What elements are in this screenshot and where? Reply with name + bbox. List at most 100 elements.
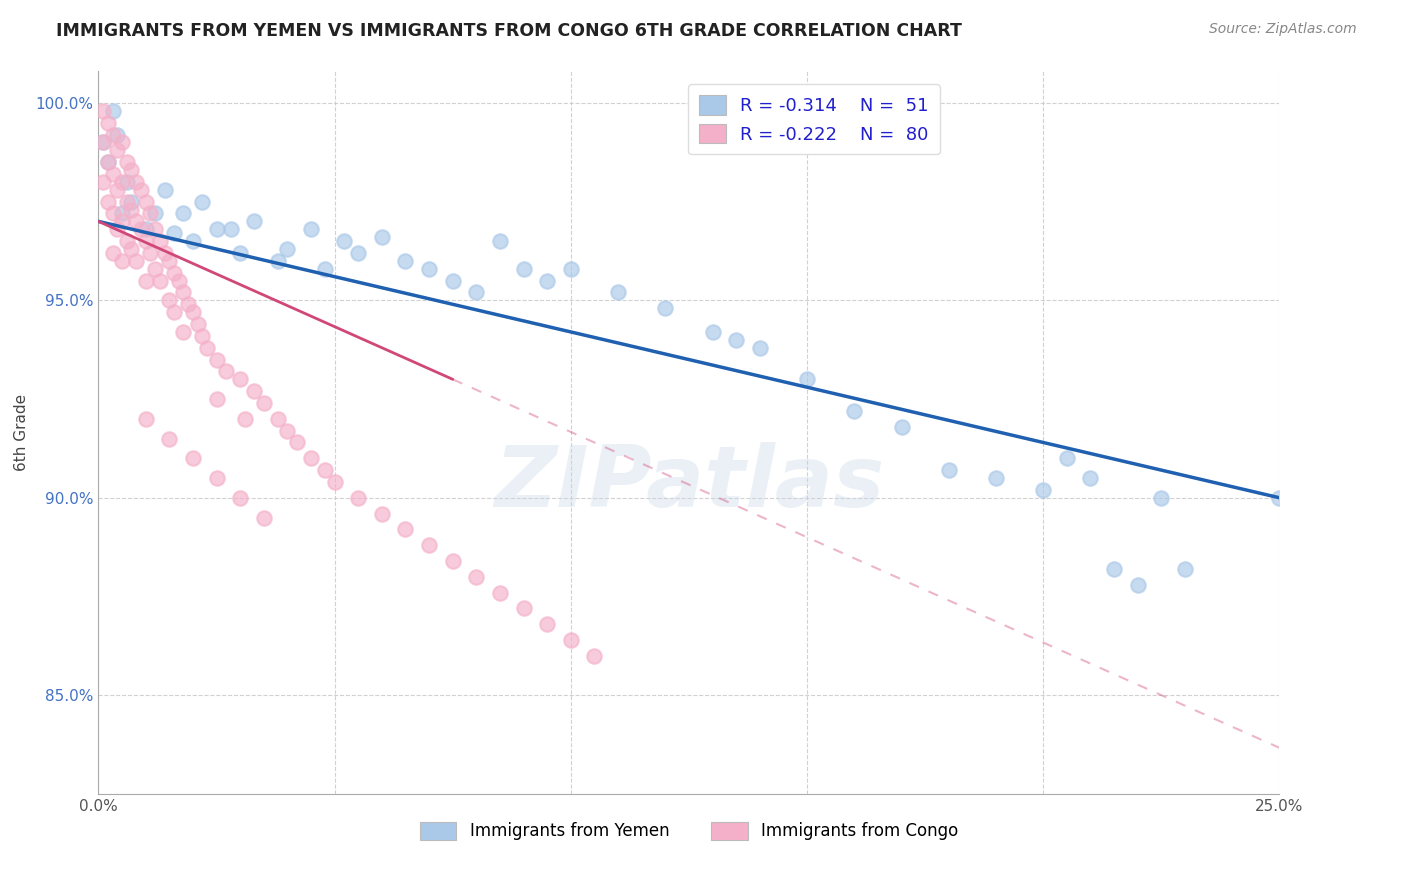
Point	[243, 384, 266, 399]
Point	[314, 261, 336, 276]
Point	[91, 136, 114, 150]
Point	[111, 175, 134, 189]
Point	[654, 301, 676, 316]
Point	[299, 451, 322, 466]
Point	[229, 246, 252, 260]
Text: Source: ZipAtlas.com: Source: ZipAtlas.com	[1209, 22, 1357, 37]
Point	[135, 222, 157, 236]
Legend: Immigrants from Yemen, Immigrants from Congo: Immigrants from Yemen, Immigrants from C…	[413, 815, 965, 847]
Point	[105, 128, 128, 142]
Point	[111, 253, 134, 268]
Point	[607, 285, 630, 300]
Point	[143, 222, 166, 236]
Point	[91, 175, 114, 189]
Point	[101, 246, 124, 260]
Point	[187, 317, 209, 331]
Point	[149, 234, 172, 248]
Point	[285, 435, 308, 450]
Point	[371, 507, 394, 521]
Point	[139, 246, 162, 260]
Point	[276, 424, 298, 438]
Point	[1174, 562, 1197, 576]
Point	[121, 194, 143, 209]
Point	[163, 226, 186, 240]
Point	[135, 412, 157, 426]
Point	[115, 175, 138, 189]
Point	[111, 214, 134, 228]
Point	[101, 206, 124, 220]
Point	[101, 128, 124, 142]
Point	[177, 297, 200, 311]
Point	[512, 601, 534, 615]
Point	[890, 419, 912, 434]
Point	[267, 253, 290, 268]
Point	[125, 214, 148, 228]
Point	[105, 144, 128, 158]
Point	[97, 155, 120, 169]
Point	[796, 372, 818, 386]
Point	[347, 246, 370, 260]
Point	[1056, 451, 1078, 466]
Point	[129, 222, 152, 236]
Point	[135, 234, 157, 248]
Point	[253, 396, 276, 410]
Point	[181, 305, 204, 319]
Point	[938, 463, 960, 477]
Point	[111, 136, 134, 150]
Point	[105, 183, 128, 197]
Point	[984, 471, 1007, 485]
Point	[135, 274, 157, 288]
Point	[101, 167, 124, 181]
Point	[418, 261, 440, 276]
Point	[163, 266, 186, 280]
Point	[536, 617, 558, 632]
Point	[560, 632, 582, 647]
Point	[441, 554, 464, 568]
Point	[167, 274, 190, 288]
Point	[157, 293, 180, 308]
Point	[465, 570, 488, 584]
Point	[121, 202, 143, 217]
Point	[129, 183, 152, 197]
Point	[299, 222, 322, 236]
Point	[489, 234, 512, 248]
Point	[219, 222, 242, 236]
Point	[1102, 562, 1125, 576]
Point	[441, 274, 464, 288]
Point	[276, 242, 298, 256]
Point	[215, 364, 238, 378]
Point	[149, 274, 172, 288]
Point	[97, 155, 120, 169]
Point	[583, 648, 606, 663]
Point	[172, 325, 194, 339]
Point	[153, 246, 176, 260]
Point	[748, 341, 770, 355]
Point	[143, 206, 166, 220]
Point	[111, 206, 134, 220]
Point	[153, 183, 176, 197]
Text: IMMIGRANTS FROM YEMEN VS IMMIGRANTS FROM CONGO 6TH GRADE CORRELATION CHART: IMMIGRANTS FROM YEMEN VS IMMIGRANTS FROM…	[56, 22, 962, 40]
Point	[172, 206, 194, 220]
Point	[418, 538, 440, 552]
Text: ZIPatlas: ZIPatlas	[494, 442, 884, 524]
Point	[105, 222, 128, 236]
Point	[135, 194, 157, 209]
Point	[191, 194, 214, 209]
Point	[371, 230, 394, 244]
Point	[314, 463, 336, 477]
Point	[347, 491, 370, 505]
Point	[125, 253, 148, 268]
Point	[172, 285, 194, 300]
Point	[143, 261, 166, 276]
Point	[115, 234, 138, 248]
Point	[536, 274, 558, 288]
Point	[725, 333, 748, 347]
Point	[115, 194, 138, 209]
Point	[125, 175, 148, 189]
Point	[163, 305, 186, 319]
Point	[489, 585, 512, 599]
Point	[1032, 483, 1054, 497]
Point	[253, 510, 276, 524]
Y-axis label: 6th Grade: 6th Grade	[14, 394, 28, 471]
Point	[333, 234, 356, 248]
